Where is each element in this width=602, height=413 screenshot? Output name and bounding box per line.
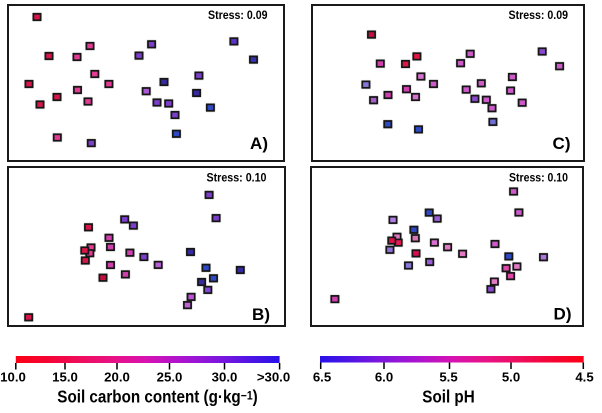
svg-text:25.0: 25.0: [157, 369, 183, 384]
svg-text:Soil pH: Soil pH: [422, 388, 474, 407]
svg-text:4.5: 4.5: [575, 369, 593, 384]
svg-text:6.5: 6.5: [313, 369, 331, 384]
svg-text:20.0: 20.0: [104, 369, 130, 384]
svg-text:D): D): [554, 305, 572, 324]
svg-text:5.0: 5.0: [502, 369, 520, 384]
svg-text:6.0: 6.0: [375, 369, 393, 384]
svg-text:B): B): [252, 305, 270, 324]
svg-text:5.5: 5.5: [439, 369, 457, 384]
svg-text:Stress: 0.09: Stress: 0.09: [509, 10, 569, 22]
svg-text:30.0: 30.0: [212, 369, 238, 384]
svg-text:A): A): [250, 134, 268, 153]
svg-text:C): C): [553, 134, 571, 153]
svg-text:15.0: 15.0: [52, 369, 78, 384]
svg-text:Stress: 0.09: Stress: 0.09: [208, 10, 268, 22]
svg-text:Stress: 0.10: Stress: 0.10: [207, 173, 267, 185]
svg-text:>30.0: >30.0: [257, 369, 290, 384]
svg-text:Soil carbon content (g·kg−1): Soil carbon content (g·kg−1): [57, 388, 257, 407]
svg-text:Stress: 0.10: Stress: 0.10: [509, 173, 568, 185]
svg-text:10.0: 10.0: [0, 369, 26, 384]
